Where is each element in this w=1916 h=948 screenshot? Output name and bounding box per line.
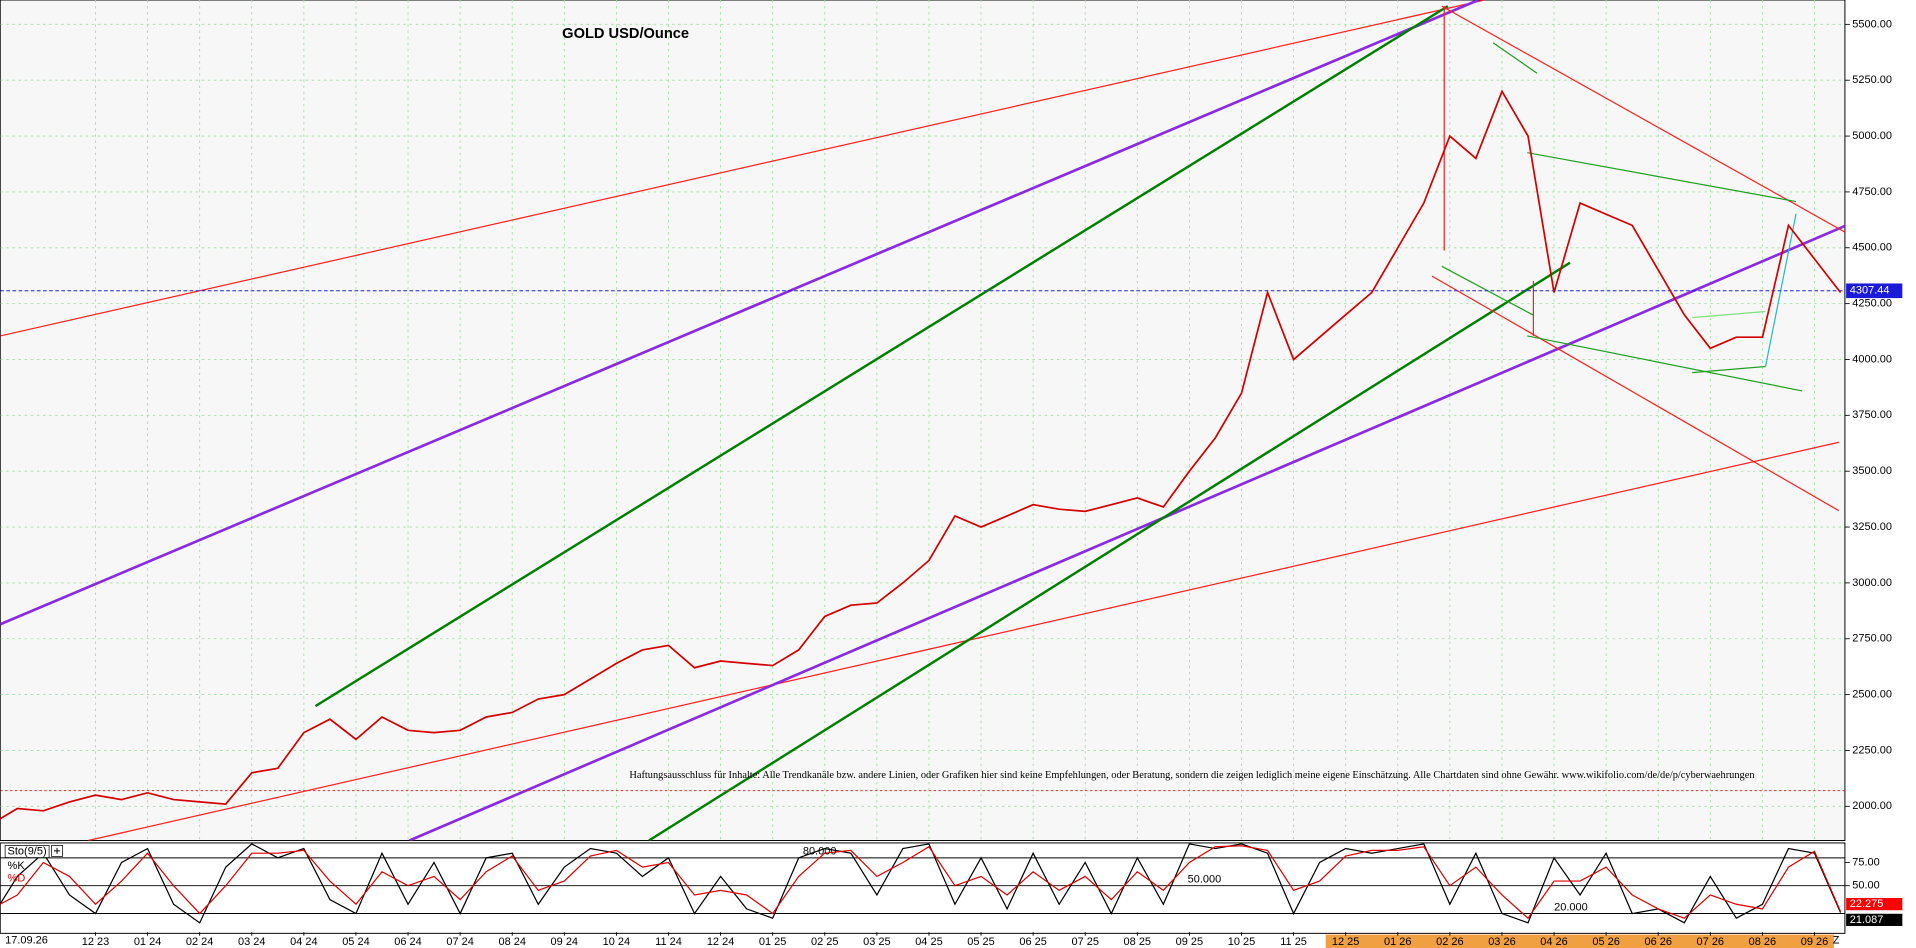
price-line	[0, 845, 1842, 920]
x-tick-label: 03 25	[863, 936, 891, 948]
date-label: 17.09.26	[5, 935, 48, 947]
y-tick-label: 2750.00	[1852, 633, 1892, 645]
y-tick-label: 3250.00	[1852, 521, 1892, 533]
legend-d: %D	[8, 872, 26, 884]
y-tick-label: 2000.00	[1852, 800, 1892, 812]
x-tick-label: 10 24	[603, 936, 631, 948]
trend-lines	[0, 0, 1845, 841]
y-tick-label: 3500.00	[1852, 465, 1892, 477]
x-tick-label: 08 25	[1124, 936, 1152, 948]
sto-title: Sto(9/5)	[8, 845, 47, 857]
x-tick-label: 07 26	[1697, 936, 1724, 948]
x-tick-label: 08 24	[498, 936, 526, 948]
x-tick-label: 06 25	[1019, 936, 1047, 948]
x-tick-label: 04 25	[915, 936, 943, 948]
legend-k: %K	[8, 860, 26, 872]
trend-line	[1764, 213, 1797, 367]
x-tick-label: 02 26	[1436, 936, 1463, 948]
last-value-label: 22.275	[1850, 898, 1884, 910]
y-tick-label: 4000.00	[1852, 353, 1892, 365]
x-tick-label: 05 26	[1592, 936, 1619, 948]
x-tick-label: 02 24	[186, 936, 213, 948]
x-tick-label: 09 26	[1801, 936, 1829, 948]
axes: 2000.00 2250.00 2500.00 2750.00 3000.00 3250.…	[82, 18, 1903, 948]
disclaimer: Haftungsausschluss für Inhalte: Alle Tre…	[629, 770, 1755, 781]
last-value-box	[1846, 897, 1903, 911]
trend-line	[648, 261, 1571, 841]
grid	[0, 0, 1845, 841]
y-tick-label: 5500.00	[1852, 18, 1892, 30]
trend-line	[1527, 152, 1797, 203]
trend-line	[408, 224, 1845, 841]
trend-line	[0, 0, 1479, 626]
x-tick-label: 12 23	[82, 936, 110, 948]
y-tick-label: 3000.00	[1852, 577, 1892, 589]
y-tick-label: 50.00	[1852, 880, 1879, 892]
level-label: 20.000	[1554, 901, 1588, 913]
y-tick-label: 2500.00	[1852, 689, 1892, 701]
chart-title: GOLD USD/Ounce	[562, 26, 689, 42]
sto-label-box	[4, 845, 50, 858]
plus-icon	[53, 847, 61, 854]
end-label: Z	[1833, 935, 1840, 947]
x-tick-label: 02 25	[811, 936, 839, 948]
last-value-label: 21.087	[1850, 914, 1884, 926]
x-tick-label: 01 26	[1384, 936, 1411, 948]
x-tick-label: 11 25	[1280, 936, 1307, 948]
x-tick-label: 10 25	[1228, 936, 1255, 948]
x-tick-label: 05 24	[342, 936, 370, 948]
level-label: 80.000	[803, 846, 837, 858]
y-tick-label: 5000.00	[1852, 130, 1892, 142]
y-tick-label: 4750.00	[1852, 186, 1892, 198]
y-tick-label: 3750.00	[1852, 409, 1892, 421]
trend-line	[1431, 275, 1840, 512]
y-tick-label: 4500.00	[1852, 242, 1892, 254]
x-tick-label: 04 26	[1540, 936, 1567, 948]
price-line	[0, 89, 1842, 820]
trend-line	[0, 0, 1485, 337]
x-tick-label: 09 25	[1176, 936, 1204, 948]
sto-layer	[0, 843, 1845, 924]
trend-line	[1527, 335, 1803, 392]
x-tick-label: 12 24	[707, 936, 735, 948]
trend-line	[88, 441, 1839, 841]
x-tick-label: 03 24	[238, 936, 265, 948]
trend-line	[314, 5, 1449, 708]
x-tick-label: 09 24	[551, 936, 579, 948]
x-tick-label: 06 24	[394, 936, 422, 948]
x-tick-label: 05 25	[967, 936, 995, 948]
current-box	[1846, 283, 1903, 299]
x-tick-label: 01 25	[759, 936, 787, 948]
plot-area	[0, 0, 1846, 841]
trend-line	[1692, 365, 1766, 374]
y-tick-label: 75.00	[1852, 856, 1879, 868]
x-tick-label: 08 26	[1749, 936, 1776, 948]
x-tick-label: 12 25	[1332, 936, 1360, 948]
trend-line	[1441, 5, 1845, 233]
price-layer	[0, 89, 1845, 820]
axis-highlight	[1325, 934, 1834, 948]
x-tick-label: 07 24	[446, 936, 474, 948]
current-label: 4307.44	[1850, 285, 1890, 297]
y-tick-label: 4250.00	[1852, 298, 1892, 310]
sto-area	[0, 842, 1846, 934]
x-tick-label: 01 24	[134, 936, 162, 948]
trend-line	[1492, 42, 1538, 74]
x-tick-label: 06 26	[1644, 936, 1672, 948]
trend-line	[1692, 310, 1766, 319]
x-tick-label: 07 25	[1071, 936, 1099, 948]
last-value-box	[1846, 913, 1903, 926]
level-label: 50.000	[1188, 873, 1222, 885]
x-tick-label: 11 24	[655, 936, 682, 948]
y-tick-label: 2250.00	[1852, 744, 1892, 756]
x-tick-label: 04 24	[290, 936, 318, 948]
x-tick-label: 03 26	[1488, 936, 1516, 948]
y-tick-label: 5250.00	[1852, 74, 1892, 86]
